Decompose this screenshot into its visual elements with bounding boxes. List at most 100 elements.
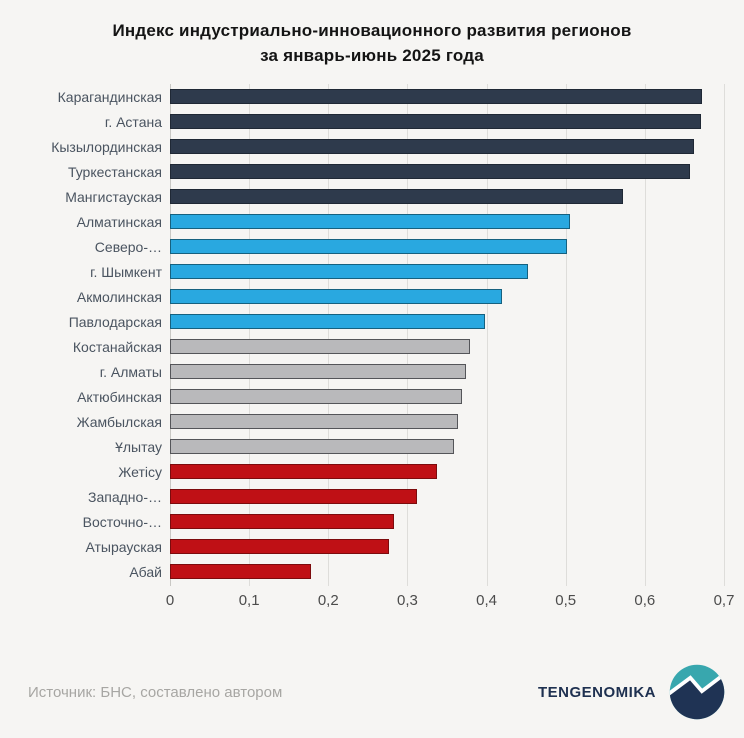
- x-tick-label: 0,6: [634, 592, 656, 609]
- x-tick-label: 0,7: [713, 592, 735, 609]
- bar-track: [170, 509, 724, 534]
- bar: [170, 364, 466, 379]
- x-tick-label: 0,1: [238, 592, 260, 609]
- bar-row: г. Астана: [0, 109, 744, 134]
- bar-track: [170, 134, 724, 159]
- gridline: [328, 84, 330, 586]
- bar-track: [170, 409, 724, 434]
- bar-row: Жамбылская: [0, 409, 744, 434]
- bar-track: [170, 184, 724, 209]
- gridline: [407, 84, 409, 586]
- y-axis-line: [170, 84, 171, 586]
- bar-label: Атырауская: [85, 538, 162, 555]
- bar-row: Карагандинская: [0, 84, 744, 109]
- bar-row: Ұлытау: [0, 434, 744, 459]
- bar-row: Актюбинская: [0, 384, 744, 409]
- bar-label: Туркестанская: [67, 163, 162, 180]
- bar-rows: Карагандинская г. Астана Кызылординская Тур…: [0, 84, 744, 584]
- bar-track: [170, 434, 724, 459]
- bar-label: Северо-…: [94, 238, 162, 255]
- bar-track: [170, 309, 724, 334]
- bar: [170, 339, 471, 354]
- gridlines: [170, 84, 725, 586]
- bar: [170, 189, 624, 204]
- chart-footer: Источник: БНС, составлено автором TENGEN…: [0, 660, 744, 724]
- gridline: [644, 84, 646, 586]
- bar-track: [170, 459, 724, 484]
- chart-title-line1: Индекс индустриально-инновационного разв…: [112, 21, 632, 40]
- bar-row: Акмолинская: [0, 284, 744, 309]
- chart-page: Индекс индустриально-инновационного разв…: [0, 18, 744, 738]
- bar-label: Восточно-…: [82, 513, 162, 530]
- bar: [170, 314, 486, 329]
- bar-label: Кызылординская: [51, 138, 162, 155]
- bar: [170, 389, 462, 404]
- bar-track: [170, 534, 724, 559]
- x-axis: 0 0,1 0,2 0,3 0,4 0,5 0,6 0,7: [166, 592, 735, 616]
- bar: [170, 214, 571, 229]
- bar-row: Павлодарская: [0, 309, 744, 334]
- bar: [170, 114, 701, 129]
- x-tick-label: 0,5: [555, 592, 577, 609]
- bar-row: Жетісу: [0, 459, 744, 484]
- bar: [170, 464, 438, 479]
- chart-title-line2: за январь-июнь 2025 года: [260, 46, 484, 65]
- x-tick-label: 0: [165, 592, 175, 609]
- bar-track: [170, 359, 724, 384]
- bar-label: Абай: [129, 563, 162, 580]
- bar: [170, 489, 418, 504]
- bar-label: Западно-…: [88, 488, 162, 505]
- gridline: [486, 84, 488, 586]
- bar-label: г. Алматы: [99, 363, 162, 380]
- bar-row: г. Алматы: [0, 359, 744, 384]
- brand-name: TENGENOMIKA: [538, 683, 656, 701]
- bar-row: Костанайская: [0, 334, 744, 359]
- bar-track: [170, 259, 724, 284]
- bar-row: Абай: [0, 559, 744, 584]
- bar-label: Костанайская: [72, 338, 162, 355]
- bar-label: Ұлытау: [115, 438, 162, 455]
- gridline: [724, 84, 725, 586]
- bar: [170, 439, 454, 454]
- bar-track: [170, 159, 724, 184]
- bar: [170, 239, 567, 254]
- bar: [170, 414, 459, 429]
- bar: [170, 264, 529, 279]
- bar-row: Северо-…: [0, 234, 744, 259]
- x-tick-label: 0,4: [476, 592, 497, 609]
- x-tick-label: 0,3: [396, 592, 418, 609]
- bar-row: Кызылординская: [0, 134, 744, 159]
- bar-track: [170, 109, 724, 134]
- bar-track: [170, 84, 724, 109]
- bar-label: Карагандинская: [57, 88, 162, 105]
- bar-row: Восточно-…: [0, 509, 744, 534]
- tengenomika-logo-icon: [669, 664, 725, 720]
- bar-label: Жамбылская: [76, 413, 162, 430]
- bar: [170, 139, 695, 154]
- bar-label: Мангистауская: [65, 188, 162, 205]
- x-tick-label: 0,2: [317, 592, 339, 609]
- gridline: [249, 84, 251, 586]
- bar-label: Жетісу: [118, 463, 162, 480]
- bar: [170, 564, 312, 579]
- bar-label: г. Шымкент: [90, 263, 162, 280]
- bar-track: [170, 209, 724, 234]
- bar-row: Мангистауская: [0, 184, 744, 209]
- bar-row: Алматинская: [0, 209, 744, 234]
- bar-label: Актюбинская: [77, 388, 162, 405]
- bar-label: Акмолинская: [76, 288, 162, 305]
- bar-label: Павлодарская: [68, 313, 162, 330]
- chart-title: Индекс индустриально-инновационного разв…: [0, 18, 744, 68]
- bar: [170, 164, 691, 179]
- bar-label: г. Астана: [104, 113, 162, 130]
- bar-chart: Карагандинская г. Астана Кызылординская Тур…: [0, 84, 744, 609]
- bar-row: Туркестанская: [0, 159, 744, 184]
- bar-row: Атырауская: [0, 534, 744, 559]
- bar: [170, 289, 503, 304]
- gridline: [565, 84, 567, 586]
- bar-track: [170, 384, 724, 409]
- bar-track: [170, 334, 724, 359]
- bar-track: [170, 559, 724, 584]
- bar-label: Алматинская: [76, 213, 162, 230]
- bar-row: г. Шымкент: [0, 259, 744, 284]
